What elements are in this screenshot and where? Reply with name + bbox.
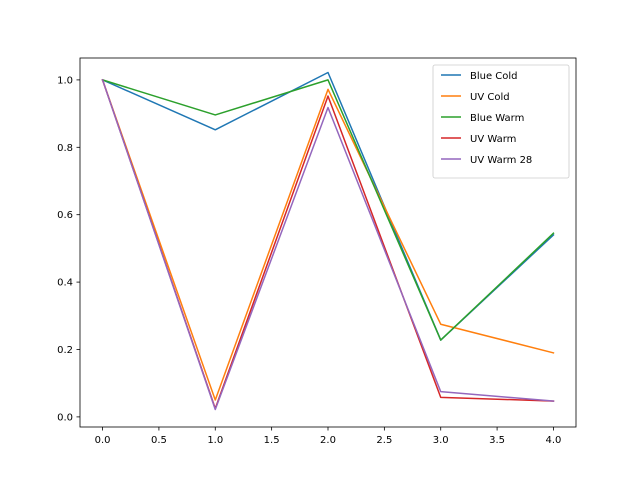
y-tick-label: 0.8 <box>57 143 73 154</box>
y-tick-label: 0.0 <box>57 412 73 423</box>
axes-layer: 0.0 0.5 1.0 1.5 2.0 2.5 3.0 3.5 4.0 0.0 0.2 0.4 0.6 0… <box>57 57 577 446</box>
x-tick-label: 0.5 <box>151 435 167 446</box>
series-line-5 <box>101 78 555 411</box>
legend-label-2: UV Cold <box>470 92 510 103</box>
x-tick-label: 3.5 <box>489 435 505 446</box>
legend-label-3: Blue Warm <box>470 113 524 124</box>
x-tick-label: 4.0 <box>546 435 562 446</box>
legend-label-5: UV Warm 28 <box>470 155 532 166</box>
legend-box <box>432 64 570 179</box>
x-tick-label: 2.0 <box>320 435 336 446</box>
x-tick-label: 1.5 <box>264 435 280 446</box>
legend-label-1: Blue Cold <box>470 71 518 82</box>
x-tick-label: 3.0 <box>433 435 449 446</box>
x-tick-label: 1.0 <box>207 435 223 446</box>
x-tick-label: 0.0 <box>95 435 111 446</box>
legend-label-4: UV Warm <box>470 134 516 145</box>
series-line-3 <box>101 78 555 341</box>
legend: Blue Cold UV Cold Blue Warm UV Warm UV Warm … <box>432 64 570 179</box>
y-tick-label: 0.6 <box>57 210 73 221</box>
y-tick-label: 0.2 <box>57 345 73 356</box>
series-layer <box>101 71 555 411</box>
x-tick-label: 2.5 <box>376 435 392 446</box>
series-line-2 <box>101 78 555 401</box>
y-tick-label: 0.4 <box>57 278 73 289</box>
y-tick-label: 1.0 <box>57 75 73 86</box>
